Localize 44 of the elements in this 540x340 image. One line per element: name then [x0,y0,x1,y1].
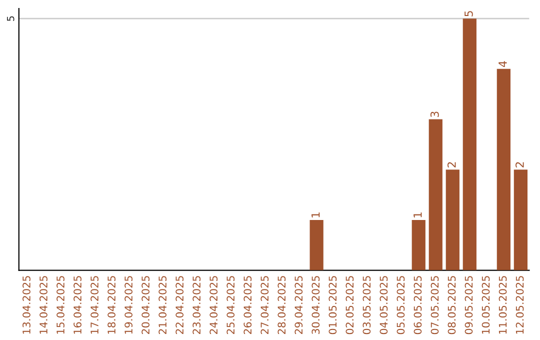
x-tick-label: 04.05.2025 [380,276,388,334]
x-tick-label: 27.04.2025 [260,276,269,334]
data-label: 1 [414,212,422,218]
x-tick-label: 23.04.2025 [192,276,201,334]
data-label: 2 [516,162,524,168]
bar [310,220,324,270]
x-tick-label: 11.05.2025 [498,276,507,334]
bar [428,119,442,270]
x-tick-label: 13.04.2025 [22,276,30,334]
data-label: 5 [464,11,473,16]
x-tick-label: 21.04.2025 [158,276,167,334]
x-tick-label: 29.04.2025 [294,276,303,334]
x-tick-label: 25.04.2025 [226,276,235,334]
data-label: 1 [312,212,320,218]
x-tick-label: 09.05.2025 [464,276,473,334]
bar [446,170,460,270]
bar [462,18,476,270]
x-tick-label: 12.05.2025 [516,276,524,334]
x-tick-label: 02.05.2025 [346,276,354,334]
x-tick-label: 17.04.2025 [90,276,98,334]
bar [412,220,426,270]
data-label: 4 [498,61,507,67]
x-tick-label: 01.05.2025 [328,276,337,334]
x-tick-label: 03.05.2025 [362,276,371,334]
x-tick-label: 14.04.2025 [40,276,48,334]
x-tick-label: 06.05.2025 [414,276,422,334]
x-tick-label: 05.05.2025 [396,276,405,334]
data-label: 2 [447,162,456,168]
bar [496,68,510,270]
x-tick-label: 10.05.2025 [482,276,490,334]
x-tick-label: 22.04.2025 [176,276,184,334]
x-tick-label: 20.04.2025 [142,276,150,334]
x-tick-label: 30.04.2025 [312,276,320,334]
x-tick-label: 24.04.2025 [210,276,218,334]
bar [514,170,528,270]
x-tick-label: 07.05.2025 [430,276,439,334]
x-tick-label: 26.04.2025 [244,276,252,334]
data-label: 3 [430,112,439,118]
x-tick-label: 28.04.2025 [278,276,286,334]
x-tick-label: 16.04.2025 [74,276,82,334]
x-tick-label: 15.04.2025 [56,276,64,334]
x-tick-label: 18.04.2025 [108,276,116,334]
x-tick-label: 19.04.2025 [124,276,132,334]
x-tick-label: 08.05.2025 [448,276,456,334]
